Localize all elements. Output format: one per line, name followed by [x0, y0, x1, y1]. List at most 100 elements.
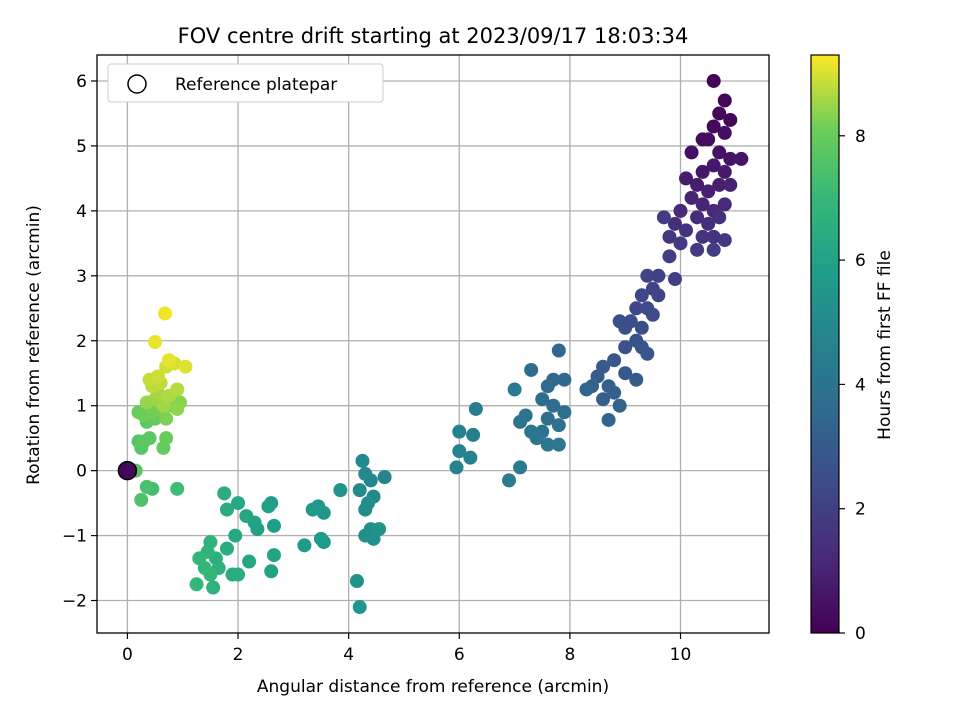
colorbar-tick-label: 6 — [855, 251, 866, 271]
data-point — [662, 229, 677, 244]
data-point — [239, 509, 254, 524]
data-point — [148, 335, 163, 350]
x-tick-label: 4 — [343, 645, 354, 665]
data-point — [468, 401, 483, 416]
data-point — [159, 431, 174, 446]
data-point — [524, 362, 539, 377]
data-point — [452, 424, 467, 439]
data-point — [297, 538, 312, 553]
data-point — [551, 418, 566, 433]
data-point — [466, 427, 481, 442]
data-point — [261, 499, 276, 514]
data-point — [651, 268, 666, 283]
data-point — [634, 320, 649, 335]
plot-background — [97, 55, 769, 633]
data-point — [712, 106, 727, 121]
data-point — [629, 301, 644, 316]
data-point — [546, 398, 561, 413]
data-point — [651, 288, 666, 303]
data-point — [607, 353, 622, 368]
colorbar-tick-label: 4 — [855, 375, 866, 395]
x-tick-label: 8 — [564, 645, 575, 665]
data-point — [712, 145, 727, 160]
colorbar: 0 2 4 6 8 — [810, 54, 866, 644]
data-point — [656, 210, 671, 225]
y-tick-label: 6 — [76, 72, 87, 92]
data-point — [231, 567, 246, 582]
y-tick-label: 0 — [76, 462, 87, 482]
data-point — [723, 177, 738, 192]
data-point — [690, 242, 705, 257]
data-point — [712, 210, 727, 225]
plot-frame — [96, 54, 770, 634]
colorbar-gradient — [810, 54, 840, 634]
legend-marker-reference — [127, 74, 147, 94]
data-point — [203, 567, 218, 582]
data-point — [551, 437, 566, 452]
data-point — [139, 479, 154, 494]
colorbar-tick-label: 8 — [855, 127, 866, 147]
data-point — [170, 382, 185, 397]
data-point — [540, 379, 555, 394]
data-point — [667, 216, 682, 231]
data-point — [695, 197, 710, 212]
data-point — [358, 466, 373, 481]
data-point — [352, 483, 367, 498]
data-point — [579, 382, 594, 397]
data-point — [557, 372, 572, 387]
data-point — [507, 382, 522, 397]
data-point — [612, 314, 627, 329]
data-point — [717, 125, 732, 140]
data-point — [717, 93, 732, 108]
colorbar-tick-label: 0 — [855, 624, 866, 644]
data-point — [502, 473, 517, 488]
colorbar-tick-label: 2 — [855, 500, 866, 520]
data-point — [706, 158, 721, 173]
y-tick-label: −1 — [62, 527, 87, 547]
data-point — [513, 414, 528, 429]
data-point — [645, 307, 660, 322]
data-point — [134, 492, 149, 507]
y-tick-label: 4 — [76, 202, 87, 222]
y-axis-label: Rotation from reference (arcmin) — [24, 205, 44, 485]
data-point — [607, 385, 622, 400]
data-point — [266, 518, 281, 533]
data-point — [305, 502, 320, 517]
x-tick-label: 2 — [233, 645, 244, 665]
data-point — [684, 190, 699, 205]
data-point — [679, 223, 694, 238]
data-point — [634, 288, 649, 303]
data-point — [150, 369, 165, 384]
x-tick-label: 0 — [122, 645, 133, 665]
data-point — [723, 112, 738, 127]
data-point — [228, 528, 243, 543]
data-point — [723, 151, 738, 166]
data-point — [170, 401, 185, 416]
data-point — [640, 346, 655, 361]
data-point — [618, 340, 633, 355]
legend-box — [107, 63, 384, 103]
data-point — [706, 73, 721, 88]
data-point — [242, 554, 257, 569]
data-point — [161, 353, 176, 368]
data-point — [695, 164, 710, 179]
chart-title: FOV centre drift starting at 2023/09/17 … — [178, 24, 689, 48]
data-point — [178, 359, 193, 374]
data-point — [513, 460, 528, 475]
data-point — [673, 203, 688, 218]
data-point — [535, 392, 550, 407]
data-point — [266, 548, 281, 563]
data-point — [701, 216, 716, 231]
data-point — [695, 229, 710, 244]
data-point — [690, 177, 705, 192]
data-point — [712, 177, 727, 192]
data-point — [701, 132, 716, 147]
data-point — [662, 249, 677, 264]
x-tick-label: 6 — [454, 645, 465, 665]
y-tick-label: −2 — [62, 592, 87, 612]
y-tick-label: 2 — [76, 332, 87, 352]
data-point — [601, 412, 616, 427]
data-point — [137, 434, 152, 449]
data-point — [618, 366, 633, 381]
